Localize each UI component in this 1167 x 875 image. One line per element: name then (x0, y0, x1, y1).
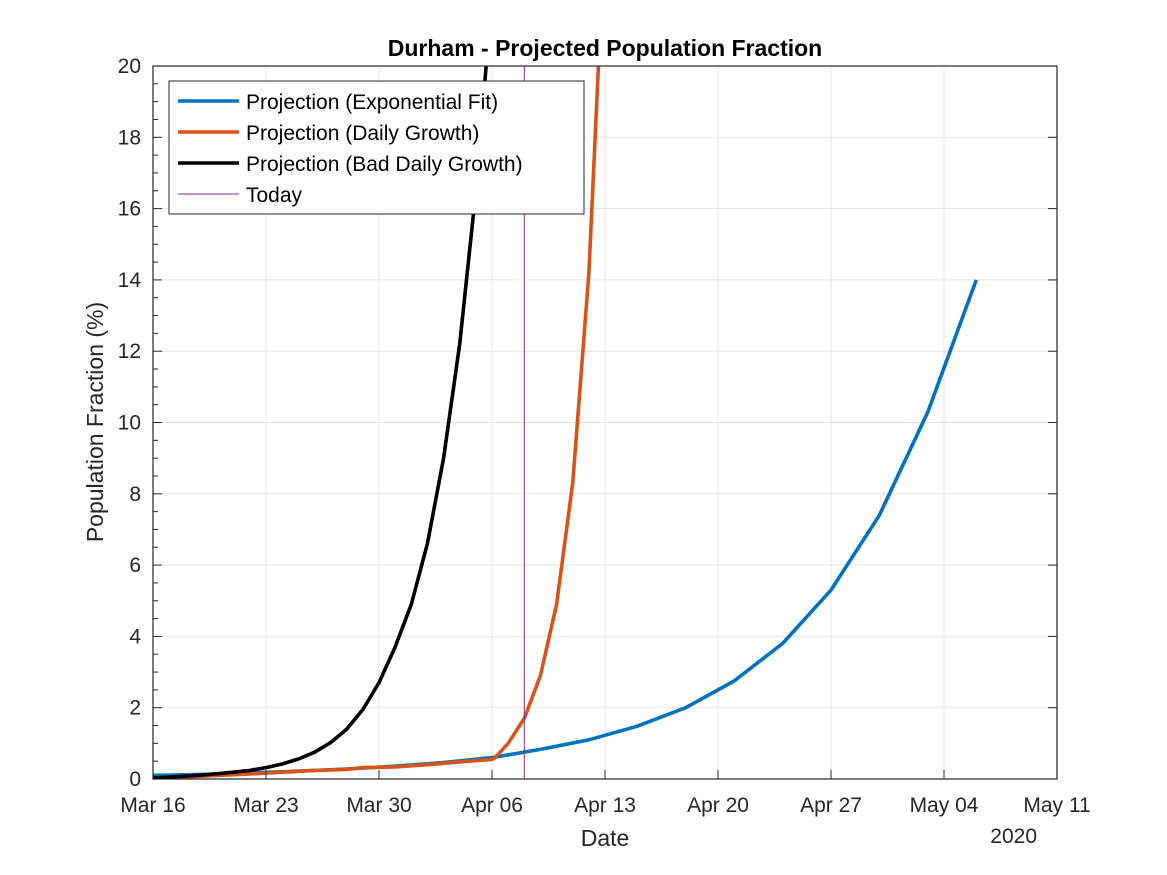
x-tick-label: Apr 27 (800, 794, 862, 817)
axes: Mar 16 Mar 23 Mar 30 Apr 06 Apr 13 Apr 20 Apr … (118, 55, 1091, 817)
x-tick-label: Apr 06 (461, 794, 523, 817)
legend: Projection (Exponential Fit) Projection (… (168, 80, 585, 215)
y-tick-label: 6 (129, 554, 141, 577)
y-tick-label: 20 (118, 55, 141, 78)
y-tick-label: 0 (129, 768, 141, 791)
legend-label: Projection (Daily Growth) (246, 122, 479, 145)
series-line-2 (153, 66, 601, 779)
x-tick-label: May 04 (910, 794, 979, 817)
x-tick-label: Mar 23 (233, 794, 298, 817)
y-tick-label: 16 (118, 198, 141, 221)
x-axis-label: Date (581, 825, 630, 851)
legend-label: Projection (Bad Daily Growth) (246, 153, 523, 176)
chart-title: Durham - Projected Population Fraction (388, 35, 822, 61)
legend-box (168, 80, 585, 215)
y-axis-label: Population Fraction (%) (82, 302, 108, 542)
y-tick-label: 8 (129, 483, 141, 506)
x-tick-label: Mar 16 (120, 794, 185, 817)
x-tick-label: Mar 30 (346, 794, 411, 817)
y-tick-label: 18 (118, 126, 141, 149)
y-tick-label: 2 (129, 697, 141, 720)
axes-box (152, 65, 1058, 780)
x-tick-label: Apr 20 (687, 794, 749, 817)
y-tick-label: 10 (118, 412, 141, 435)
x-tick-label: May 11 (1023, 794, 1090, 817)
series-line-3 (153, 66, 488, 779)
grid (152, 65, 1058, 780)
y-tick-label: 14 (118, 269, 142, 292)
x-tick-label: Apr 13 (574, 794, 636, 817)
legend-label: Projection (Exponential Fit) (246, 91, 498, 114)
series-layer (153, 66, 978, 779)
x-axis-year-label: 2020 (990, 825, 1037, 848)
y-tick-label: 4 (129, 625, 141, 648)
legend-label: Today (246, 184, 303, 207)
y-tick-label: 12 (118, 340, 141, 363)
